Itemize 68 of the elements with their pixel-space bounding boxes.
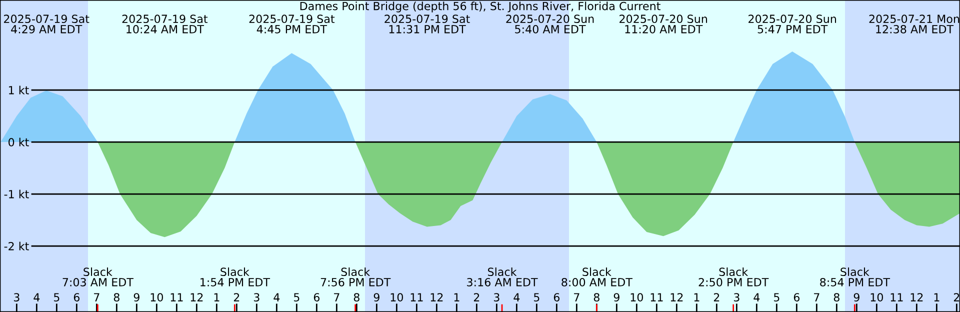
x-tick-label: 5 (774, 293, 780, 302)
x-tick-label: 4 (754, 293, 760, 302)
y-tick-label: 0 kt (8, 138, 29, 146)
annotation: Slack 7:03 AM EDT (62, 267, 134, 286)
x-tick-label: 11 (890, 293, 903, 302)
chart-title: Dames Point Bridge (depth 56 ft), St. Johns River, Florida Current (300, 2, 660, 12)
x-tick-label: 3 (254, 293, 260, 302)
x-tick-label: 7 (334, 293, 340, 302)
x-tick-label: 3 (494, 293, 500, 302)
x-tick-label: 1 (694, 293, 700, 302)
x-tick-label: 11 (170, 293, 183, 302)
x-tick-label: 10 (870, 293, 883, 302)
y-tick-label: 1 kt (8, 86, 29, 94)
x-tick-label: 2 (234, 293, 240, 302)
x-tick-label: 5 (294, 293, 300, 302)
x-tick-label: 8 (594, 293, 600, 302)
x-tick-label: 8 (114, 293, 120, 302)
x-tick-label: 8 (354, 293, 360, 302)
y-tick-label: -1 kt (4, 190, 29, 198)
x-tick-label: 7 (814, 293, 820, 302)
annotation: Slack 7:56 PM EDT (320, 267, 391, 286)
x-tick-label: 9 (614, 293, 620, 302)
x-tick-label: 6 (314, 293, 320, 302)
y-tick-label: -2 kt (4, 242, 29, 250)
x-tick-label: 1 (454, 293, 460, 302)
annotation: 2025-07-21 Mon 12:38 AM EDT (869, 14, 960, 34)
x-tick-label: 10 (390, 293, 403, 302)
x-tick-label: 5 (534, 293, 540, 302)
x-tick-label: 5 (54, 293, 60, 302)
annotation: Slack 8:00 AM EDT (562, 267, 632, 286)
annotation: 2025-07-19 Sat 10:24 AM EDT (122, 14, 208, 34)
annotation: Slack 8:54 PM EDT (820, 267, 890, 286)
annotation: 2025-07-20 Sun 5:47 PM EDT (748, 14, 836, 34)
x-tick-label: 4 (34, 293, 40, 302)
x-tick-label: 12 (670, 293, 683, 302)
annotation: Slack 3:16 AM EDT (467, 267, 538, 286)
annotation: 2025-07-19 Sat 4:45 PM EDT (249, 14, 335, 34)
annotation: Slack 1:54 PM EDT (200, 267, 270, 286)
x-tick-label: 6 (554, 293, 560, 302)
x-tick-label: 9 (854, 293, 860, 302)
x-tick-label: 12 (910, 293, 923, 302)
x-tick-label: 11 (410, 293, 423, 302)
x-tick-label: 2 (714, 293, 720, 302)
annotation: 2025-07-20 Sun 11:20 AM EDT (620, 14, 708, 34)
x-tick-label: 10 (150, 293, 163, 302)
x-tick-label: 2 (474, 293, 480, 302)
x-tick-label: 12 (190, 293, 203, 302)
x-tick-label: 4 (514, 293, 520, 302)
x-tick-label: 4 (274, 293, 280, 302)
x-tick-label: 1 (934, 293, 940, 302)
x-tick-label: 7 (94, 293, 100, 302)
x-tick-label: 3 (734, 293, 740, 302)
x-tick-label: 6 (74, 293, 80, 302)
x-tick-label: 9 (134, 293, 140, 302)
x-tick-label: 8 (834, 293, 840, 302)
annotation: 2025-07-19 Sat 4:29 AM EDT (4, 14, 90, 34)
annotation: Slack 2:50 PM EDT (698, 267, 769, 286)
x-tick-label: 12 (430, 293, 443, 302)
annotation: 2025-07-19 Sat 11:31 PM EDT (384, 14, 470, 34)
x-tick-label: 1 (214, 293, 220, 302)
annotation: 2025-07-20 Sun 5:40 AM EDT (506, 14, 594, 34)
x-tick-label: 9 (374, 293, 380, 302)
x-tick-label: 10 (630, 293, 643, 302)
x-tick-label: 11 (650, 293, 663, 302)
x-tick-label: 7 (574, 293, 580, 302)
x-tick-label: 6 (794, 293, 800, 302)
x-tick-label: 3 (14, 293, 20, 302)
x-tick-label: 2 (954, 293, 960, 302)
